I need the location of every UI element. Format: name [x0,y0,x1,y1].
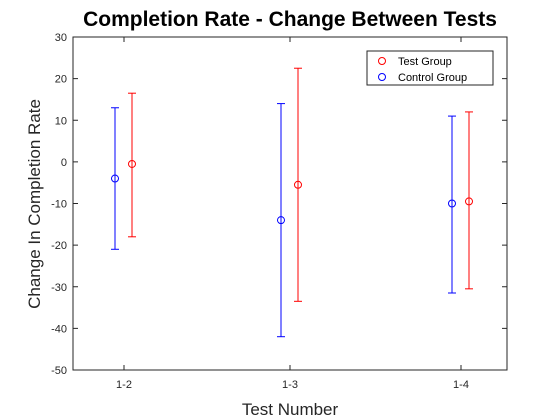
legend: Test Group Control Group [367,51,493,85]
y-tick-label: -20 [51,240,67,252]
y-axis-label: Change In Completion Rate [25,99,44,309]
y-tick-label: -40 [51,323,67,335]
y-tick-label: -30 [51,282,67,294]
x-axis-label: Test Number [242,400,339,419]
legend-label-test-group: Test Group [398,56,452,68]
y-tick-label: 10 [55,115,67,127]
chart-title: Completion Rate - Change Between Tests [83,8,497,31]
y-tick-label: 20 [55,74,67,86]
x-tick-label: 1-2 [116,379,132,391]
y-tick-label: 0 [61,157,67,169]
x-tick-label: 1-3 [282,379,298,391]
x-tick-label: 1-4 [453,379,469,391]
y-tick-label: -10 [51,199,67,211]
y-tick-label: 30 [55,32,67,44]
legend-label-control-group: Control Group [398,72,467,84]
y-tick-label: -50 [51,365,67,377]
